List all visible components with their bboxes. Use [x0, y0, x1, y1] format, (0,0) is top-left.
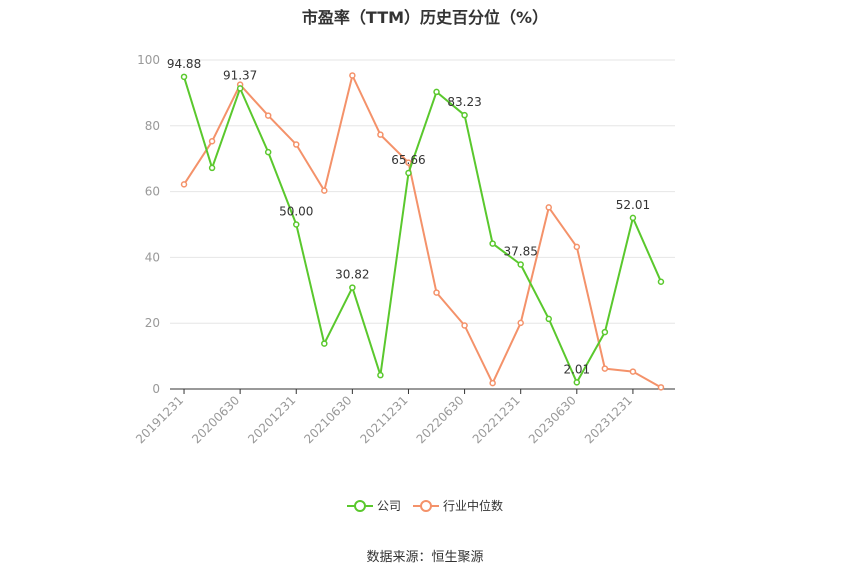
data-point [405, 169, 412, 177]
grid-lines [170, 59, 675, 324]
data-point [377, 371, 384, 379]
data-point [601, 365, 609, 372]
data-point [321, 187, 328, 194]
data-point [236, 85, 244, 92]
data-point [293, 221, 300, 228]
data-label: 52.01 [616, 198, 650, 212]
x-tick-label: 20200630 [189, 393, 242, 446]
y-tick-label: 80 [145, 119, 160, 133]
data-point [264, 148, 272, 156]
chart-title: 市盈率（TTM）历史百分位（%） [301, 8, 549, 27]
legend: 公司 行业中位数 [0, 497, 850, 516]
legend-label: 行业中位数 [443, 499, 504, 513]
data-point [629, 214, 637, 222]
data-point [573, 379, 581, 386]
legend-item[interactable]: 公司 [346, 497, 401, 514]
data-point [293, 141, 300, 148]
data-label: 83.23 [447, 95, 481, 109]
series-lines [180, 72, 665, 391]
data-point [601, 328, 609, 336]
data-point [489, 379, 496, 387]
data-point [489, 240, 496, 247]
data-label: 2.01 [563, 362, 590, 376]
data-point [461, 322, 468, 329]
data-point [377, 131, 384, 138]
legend-label: 公司 [376, 499, 401, 513]
x-tick-label: 20201231 [245, 393, 298, 446]
data-point [433, 289, 440, 296]
data-point [405, 159, 412, 166]
data-point [180, 73, 188, 81]
x-tick-label: 20191231 [133, 393, 186, 446]
data-point [545, 204, 552, 211]
data-point [208, 138, 216, 145]
x-tick-label: 20221231 [470, 393, 523, 446]
data-point [180, 181, 188, 188]
legend-marker-icon [346, 499, 373, 512]
x-tick-label: 20231231 [582, 393, 635, 446]
legend-item[interactable]: 行业中位数 [413, 497, 503, 514]
y-tick-label: 100 [137, 53, 160, 67]
data-point [208, 164, 216, 172]
data-point [517, 261, 524, 268]
data-point [573, 243, 581, 251]
data-label: 65.66 [391, 153, 425, 167]
data-point [264, 112, 272, 119]
data-point [461, 111, 468, 119]
data-point [657, 278, 665, 285]
series-line [183, 74, 662, 389]
data-source: 数据来源：恒生聚源 [366, 550, 484, 565]
y-tick-label: 20 [145, 316, 160, 330]
y-tick-label: 60 [145, 185, 160, 199]
data-label: 91.37 [223, 68, 257, 82]
data-point [545, 315, 552, 323]
data-point [349, 284, 356, 291]
data-point [629, 368, 637, 375]
data-label: 30.82 [335, 268, 369, 282]
x-tick-label: 20220630 [414, 393, 467, 446]
data-point [321, 340, 328, 347]
series-line [183, 76, 662, 384]
data-point [657, 384, 665, 391]
legend-marker-icon [413, 499, 439, 512]
x-tick-label: 20211231 [358, 393, 411, 446]
data-labels: 94.88 91.37 50.00 30.82 65.66 83.23 37.85 2.01 5… [167, 57, 650, 377]
y-tick-label: 40 [145, 250, 160, 264]
data-point [349, 72, 356, 79]
data-point [517, 319, 524, 327]
x-tick-label: 20210630 [301, 393, 354, 446]
data-label: 37.85 [504, 244, 538, 258]
x-tick-label: 20230630 [526, 393, 579, 446]
y-tick-label: 0 [152, 382, 160, 396]
data-point [433, 88, 440, 96]
data-label: 50.00 [279, 205, 313, 219]
data-label: 94.88 [167, 57, 201, 71]
